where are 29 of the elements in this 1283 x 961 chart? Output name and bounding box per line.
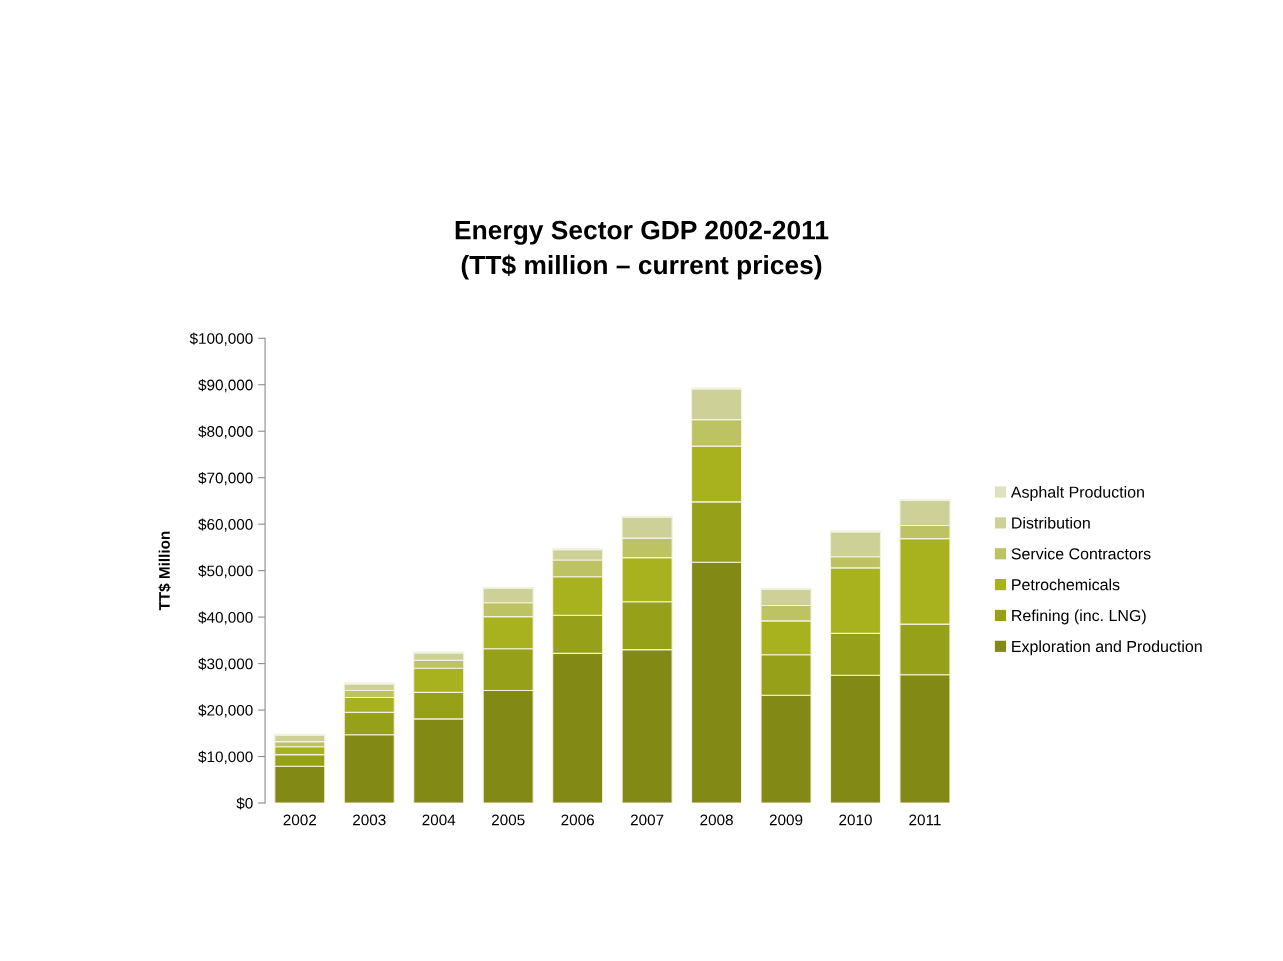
legend-label: Refining (inc. LNG) <box>1012 609 1146 625</box>
y-tick-label: $10,000 <box>198 750 253 765</box>
y-tick-label: $40,000 <box>198 611 253 625</box>
x-tick-label: 2004 <box>422 814 456 826</box>
y-tick-label: $90,000 <box>198 378 253 393</box>
y-tick-label: $50,000 <box>198 564 253 579</box>
x-tick-label: 2005 <box>491 814 525 826</box>
legend-label: Distribution <box>1012 516 1090 529</box>
y-tick-label: $20,000 <box>198 704 253 718</box>
y-tick-label: $100,000 <box>189 332 253 346</box>
chart-title: Energy Sector GDP 2002-2011 (TT$ million – current prices) <box>455 220 829 280</box>
y-tick-label: $30,000 <box>198 657 253 672</box>
legend-label: Exploration and Production <box>1012 640 1202 656</box>
y-axis-title: TT$ Million <box>158 531 171 611</box>
x-tick-label: 2008 <box>700 814 733 826</box>
x-tick-label: 2002 <box>283 814 317 826</box>
x-tick-label: 2007 <box>630 814 664 826</box>
x-tick-label: 2011 <box>909 814 941 826</box>
y-tick-label: $60,000 <box>198 518 253 532</box>
legend-label: Petrochemicals <box>1012 578 1120 591</box>
legend-label: Asphalt Production <box>1010 486 1144 501</box>
y-tick-label: $0 <box>236 797 253 810</box>
legend-label: Service Contractors <box>1011 547 1151 560</box>
y-tick-label: $70,000 <box>198 471 253 486</box>
x-tick-label: 2009 <box>769 814 803 826</box>
x-tick-label: 2003 <box>353 814 386 826</box>
x-tick-label: 2010 <box>839 814 872 826</box>
x-tick-label: 2006 <box>561 814 594 826</box>
y-tick-label: $80,000 <box>198 425 253 439</box>
